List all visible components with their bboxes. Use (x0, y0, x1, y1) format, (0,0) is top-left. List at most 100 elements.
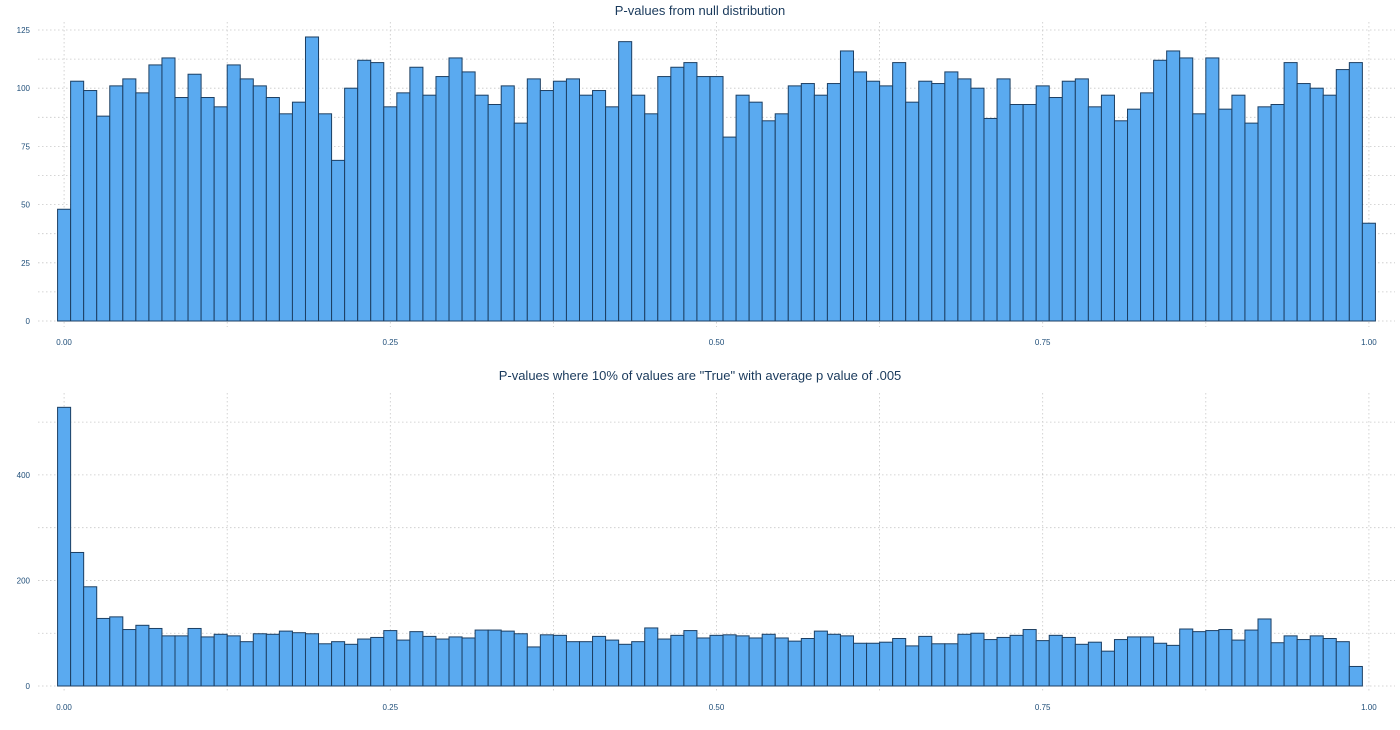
histogram-bar (631, 641, 646, 687)
histogram-bar (500, 630, 515, 687)
histogram-bar (670, 634, 685, 687)
chart-panel-null: P-values from null distribution 0 25 50 75 1… (17, 3, 1395, 347)
histogram-bar (1322, 94, 1337, 322)
x-tick-label: 0.50 (709, 703, 725, 712)
histogram-bar (213, 633, 228, 687)
histogram-bar (709, 76, 724, 322)
histogram-bar (578, 641, 594, 687)
histogram-bar (1309, 635, 1324, 687)
histogram-bar (239, 78, 254, 322)
histogram-bar (918, 80, 933, 322)
histogram-bar (135, 624, 150, 687)
histogram-bar (435, 76, 450, 322)
histogram-bar (422, 635, 437, 687)
histogram-bar (1179, 628, 1194, 687)
histogram-bar (957, 633, 972, 687)
y-tick-label: 0 (26, 682, 31, 691)
histogram-bar (1335, 641, 1350, 687)
histogram-bar (148, 64, 163, 322)
histogram-bar (1283, 62, 1298, 322)
histogram-bar (866, 642, 881, 687)
histogram-bar (70, 80, 85, 322)
histogram-bar (122, 629, 137, 687)
histogram-bar (826, 83, 841, 322)
histogram-bar (448, 57, 463, 322)
histogram-bar (265, 633, 280, 687)
histogram-bar (996, 78, 1011, 322)
histogram-bar (853, 642, 868, 687)
histogram-bar (1140, 636, 1155, 687)
histogram-bar (578, 94, 594, 322)
histogram-bar (1218, 629, 1233, 687)
x-tick-label: 0.00 (56, 338, 72, 347)
histogram-bar (944, 71, 959, 322)
histogram-bar (122, 78, 137, 322)
histogram-bar (866, 80, 881, 322)
histogram-bar (1283, 635, 1298, 687)
chart-title: P-values where 10% of values are "True" … (498, 368, 902, 383)
histogram-bar (526, 78, 541, 322)
histogram-bar (213, 106, 228, 322)
histogram-bar (539, 90, 554, 322)
histogram-bar (1231, 639, 1246, 687)
histogram-bar (461, 71, 476, 322)
histogram-bar (1009, 103, 1024, 322)
histogram-bar (1127, 636, 1142, 687)
histogram-bar (1087, 106, 1102, 322)
histogram-bar (1309, 87, 1324, 322)
chart-panel-mixed: P-values where 10% of values are "True" … (0, 365, 1400, 730)
histogram-bar (57, 406, 72, 687)
histogram-bar (957, 78, 972, 322)
histogram-bar (435, 638, 450, 687)
histogram-bar (357, 59, 372, 322)
histogram-bar (1296, 639, 1311, 687)
histogram-bar (487, 629, 502, 687)
histogram-bar (853, 71, 868, 322)
y-tick-label: 400 (17, 471, 31, 480)
histogram-bar (670, 66, 685, 322)
histogram-bar (1074, 643, 1089, 687)
histogram-bar (318, 643, 333, 687)
histogram-bar (96, 115, 111, 322)
histogram-bar (135, 92, 150, 322)
histogram-bar (370, 636, 385, 687)
histogram-bar (187, 627, 202, 687)
histogram-bar (905, 645, 920, 687)
histogram-bar (787, 85, 802, 322)
histogram-bar (252, 85, 267, 322)
histogram-bar (761, 120, 776, 322)
histogram-bar (1009, 634, 1024, 687)
histogram-bar (200, 97, 215, 322)
histogram-bar (970, 87, 985, 322)
histogram-bar (605, 639, 620, 687)
histogram-bar (1205, 57, 1220, 322)
histogram-bar (513, 633, 528, 687)
histogram-bar (1022, 629, 1037, 687)
histogram-bar (565, 78, 580, 322)
histogram-bar (1035, 85, 1050, 322)
histogram-bar (1127, 108, 1142, 322)
histogram-bar (487, 103, 502, 322)
histogram-bar (1270, 103, 1285, 322)
histogram-bar (83, 90, 98, 322)
histogram-bar (1270, 642, 1285, 687)
histogram-bar (1257, 106, 1272, 322)
histogram-bar (96, 617, 111, 687)
histogram-bar (1061, 80, 1076, 322)
histogram-bar (605, 106, 620, 322)
histogram-bar (148, 627, 163, 687)
histogram-bar (109, 85, 124, 322)
histogram-bar (500, 85, 515, 322)
histogram-bar (657, 638, 672, 687)
x-tick-label: 0.75 (1035, 703, 1051, 712)
histogram-bar (461, 637, 476, 687)
histogram-bar (1296, 83, 1311, 322)
histogram-bar (1022, 103, 1037, 322)
histogram-bar (905, 101, 920, 322)
histogram-bar (618, 41, 633, 322)
histogram-bar (892, 638, 907, 687)
histogram-bar (331, 159, 346, 322)
histogram-bar (539, 634, 554, 687)
histogram-bar (983, 117, 998, 322)
histogram-bar (657, 76, 672, 322)
